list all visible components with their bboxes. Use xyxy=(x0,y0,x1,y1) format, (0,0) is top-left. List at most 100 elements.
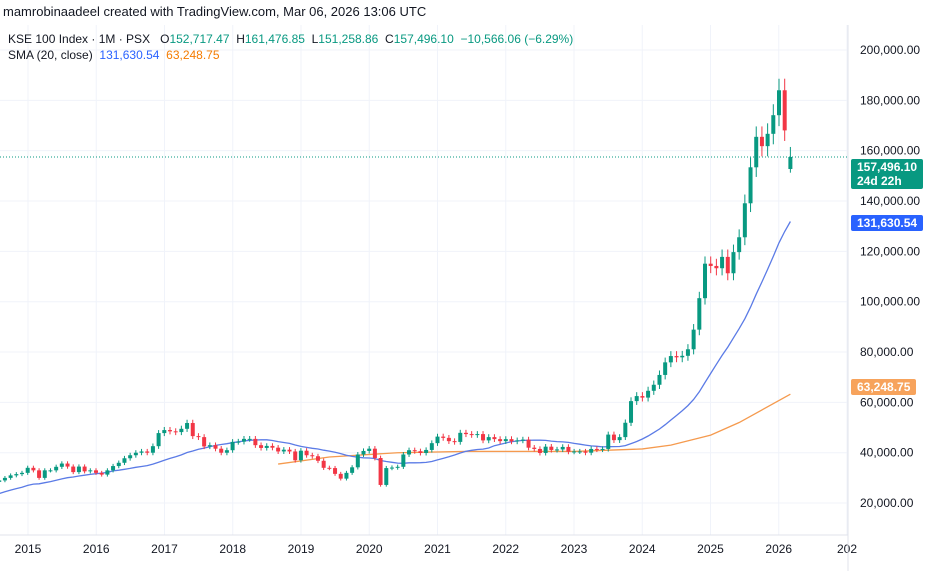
sma-slow-badge: 63,248.75 xyxy=(851,379,917,395)
candle-body xyxy=(293,451,298,461)
candle-body xyxy=(99,472,104,475)
candle-body xyxy=(469,434,474,436)
candle-body xyxy=(384,468,389,485)
candle-body xyxy=(560,446,565,450)
candle-body xyxy=(566,446,571,452)
candle-body xyxy=(429,443,434,450)
candle-body xyxy=(549,446,554,450)
candle-body xyxy=(754,136,759,168)
candle-body xyxy=(492,437,497,440)
candle-body xyxy=(526,439,531,448)
candle-body xyxy=(759,136,764,147)
candle-body xyxy=(463,432,468,435)
candle-body xyxy=(59,463,64,467)
candle-body xyxy=(475,434,480,436)
candle-body xyxy=(105,470,110,475)
candle-body xyxy=(350,467,355,473)
candle-body xyxy=(674,356,679,358)
chart-credit: mamrobinaadeel created with TradingView.… xyxy=(3,4,427,19)
y-tick-label: 60,000.00 xyxy=(860,395,914,409)
candle-body xyxy=(617,437,622,441)
sma-slow-value: 63,248.75 xyxy=(166,48,220,62)
y-tick-label: 140,000.00 xyxy=(860,194,920,208)
y-tick-label: 180,000.00 xyxy=(860,93,920,107)
candle-body xyxy=(304,450,309,456)
y-tick-label: 40,000.00 xyxy=(860,446,914,460)
candle-body xyxy=(259,445,264,448)
candle-body xyxy=(185,423,190,429)
candle-body xyxy=(623,422,628,438)
candle-body xyxy=(344,472,349,479)
candle-body xyxy=(509,439,514,442)
candle-body xyxy=(435,436,440,444)
candle-body xyxy=(401,454,406,467)
candle-body xyxy=(657,374,662,385)
candle-body xyxy=(31,467,36,471)
candle-body xyxy=(54,466,59,471)
candle-body xyxy=(167,430,172,432)
candle-body xyxy=(594,448,599,450)
candle-body xyxy=(190,423,195,437)
low-value: 151,258.86 xyxy=(318,32,379,46)
y-tick-label: 200,000.00 xyxy=(860,43,920,57)
candle-body xyxy=(88,470,93,472)
candle-body xyxy=(133,452,138,456)
candle-body xyxy=(697,298,702,330)
candle-body xyxy=(236,441,241,443)
candle-body xyxy=(37,470,42,478)
candle-body xyxy=(122,458,127,463)
candle-body xyxy=(520,439,525,441)
candle-body xyxy=(270,445,275,448)
candle-body xyxy=(196,436,201,438)
candle-body xyxy=(543,446,548,453)
candle-body xyxy=(441,436,446,438)
last-price: 157,496.10 xyxy=(857,160,918,174)
candle-body xyxy=(321,460,326,468)
x-tick-label: 2017 xyxy=(151,542,178,556)
candle-body xyxy=(310,455,315,457)
candle-body xyxy=(737,237,742,253)
candle-body xyxy=(247,438,252,440)
candle-body xyxy=(458,432,463,442)
x-tick-label: 202 xyxy=(837,542,857,556)
candle-body xyxy=(418,451,423,453)
candle-body xyxy=(82,466,87,472)
candle-body xyxy=(532,447,537,449)
candle-body xyxy=(139,451,144,453)
symbol-name[interactable]: KSE 100 Index · 1M · PSX xyxy=(8,32,151,46)
y-tick-label: 80,000.00 xyxy=(860,345,914,359)
low-label: L xyxy=(311,32,319,46)
candle-body xyxy=(446,437,451,442)
candle-body xyxy=(173,431,178,433)
y-tick-label: 160,000.00 xyxy=(860,144,920,158)
candle-body xyxy=(651,384,656,391)
candle-body xyxy=(555,449,560,451)
candle-body xyxy=(583,451,588,453)
sma-fast-value: 131,630.54 xyxy=(99,48,160,62)
candle-body xyxy=(572,451,577,453)
candle-body xyxy=(315,456,320,461)
candle-body xyxy=(486,437,491,441)
sma-label[interactable]: SMA (20, close) xyxy=(8,48,93,62)
candle-body xyxy=(111,466,116,471)
candle-body xyxy=(361,450,366,455)
candle-body xyxy=(355,454,360,468)
candle-body xyxy=(777,90,781,116)
candle-body xyxy=(680,355,685,358)
candle-body xyxy=(281,449,286,452)
x-tick-label: 2020 xyxy=(356,542,383,556)
candle-body xyxy=(65,463,70,467)
candle-body xyxy=(327,467,332,469)
candle-body xyxy=(714,265,719,269)
candle-body xyxy=(71,466,76,473)
candle-body xyxy=(207,445,212,447)
candle-body xyxy=(748,167,753,204)
candle-body xyxy=(8,475,13,478)
candle-body xyxy=(162,430,167,434)
candle-body xyxy=(708,263,713,266)
candle-body xyxy=(685,349,690,356)
candle-body xyxy=(378,458,383,485)
candle-body xyxy=(782,90,787,131)
candle-body xyxy=(765,133,770,147)
